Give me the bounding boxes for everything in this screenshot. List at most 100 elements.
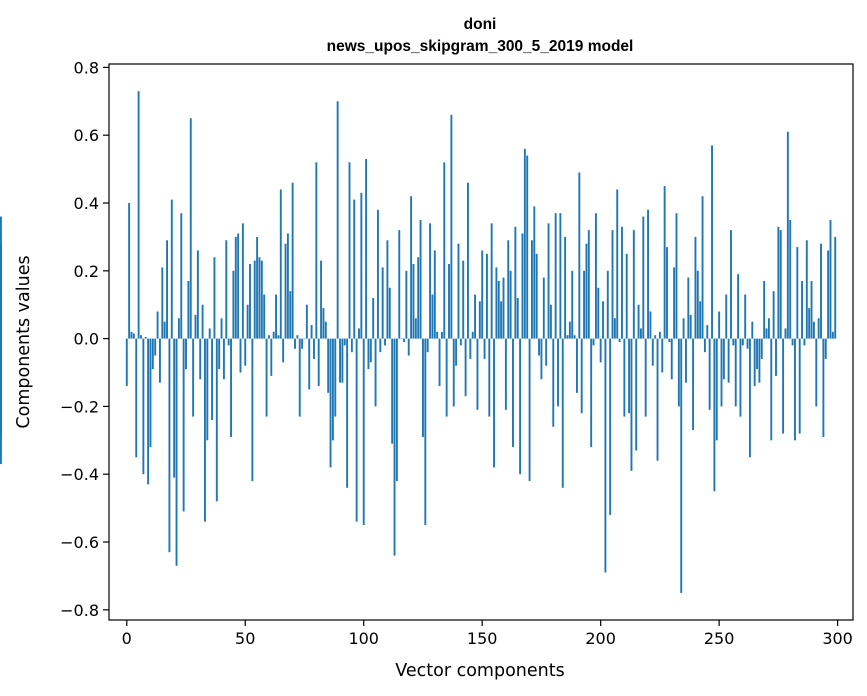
bar [817, 318, 820, 339]
bar [798, 338, 801, 434]
bar [583, 270, 586, 339]
bar [789, 219, 792, 339]
bar [414, 318, 417, 339]
bar [744, 294, 747, 339]
bar [507, 240, 510, 339]
bar [125, 338, 128, 387]
bar [533, 206, 536, 339]
bar [310, 325, 313, 339]
bar [812, 321, 815, 339]
bar [552, 338, 555, 427]
bar [587, 230, 590, 339]
bar [616, 189, 619, 339]
bar [277, 335, 280, 339]
bar [784, 328, 787, 339]
bar [824, 338, 827, 359]
bar [642, 216, 645, 339]
x-tick-label: 50 [235, 629, 255, 648]
bar [175, 338, 178, 566]
bar [770, 338, 773, 441]
bar [706, 325, 709, 339]
bar [514, 226, 517, 339]
bar [263, 294, 266, 339]
bar [715, 338, 718, 441]
bar [831, 331, 834, 339]
y-tick-label: 0.4 [74, 194, 99, 213]
bar [694, 236, 697, 339]
bar [348, 162, 351, 339]
bar [436, 331, 439, 339]
bar [625, 253, 628, 339]
bar [590, 338, 593, 448]
bar [398, 230, 401, 339]
bar [571, 270, 574, 339]
bar [320, 260, 323, 339]
bar [796, 247, 799, 339]
bar [549, 304, 552, 339]
bar [0, 338, 2, 353]
bar [305, 304, 308, 339]
bar [810, 280, 813, 339]
bar [708, 338, 711, 410]
bar [777, 226, 780, 339]
bar [585, 243, 588, 339]
x-tick-label: 0 [122, 629, 132, 648]
bar [433, 250, 436, 339]
bar [573, 335, 576, 339]
bar [201, 304, 204, 339]
bar [578, 172, 581, 339]
bar [230, 338, 232, 437]
bar [355, 338, 358, 522]
bar [554, 213, 557, 339]
bar [379, 338, 382, 353]
plot-frame [108, 63, 854, 621]
bar [367, 338, 370, 370]
bar [635, 338, 638, 451]
bar [502, 277, 505, 339]
bar [547, 223, 550, 339]
bar [545, 338, 548, 366]
bar [490, 223, 493, 339]
bar [606, 270, 609, 339]
bar [592, 338, 595, 346]
bar [521, 233, 524, 339]
bar [343, 338, 346, 346]
bar [289, 291, 292, 339]
bar [156, 311, 159, 339]
bar [526, 155, 529, 339]
bar [530, 240, 533, 339]
bar [689, 314, 692, 339]
bar [185, 338, 187, 370]
bar [557, 338, 559, 407]
bar [327, 338, 330, 393]
bar [334, 338, 337, 417]
bar [272, 331, 275, 339]
bar [670, 338, 673, 380]
bar [196, 250, 199, 339]
bar [256, 236, 259, 339]
bar [341, 338, 344, 383]
bar [528, 338, 531, 481]
bar [763, 280, 766, 339]
bar [746, 338, 749, 349]
bar [365, 158, 368, 339]
bar [391, 338, 394, 444]
bar [692, 338, 695, 431]
y-tick-label: −0.4 [60, 465, 99, 484]
bar [180, 213, 183, 339]
bar [140, 335, 142, 339]
bar [412, 264, 415, 339]
bar [618, 338, 621, 342]
bar [448, 264, 450, 339]
bar [651, 338, 654, 366]
bar [476, 338, 479, 410]
bar [222, 338, 225, 380]
bar [144, 336, 147, 339]
bar [455, 338, 458, 366]
bar [568, 321, 571, 339]
bar [419, 219, 422, 339]
bar [376, 209, 379, 339]
y-tick-label: −0.6 [60, 533, 99, 552]
bar [675, 213, 678, 339]
bar [147, 338, 150, 485]
